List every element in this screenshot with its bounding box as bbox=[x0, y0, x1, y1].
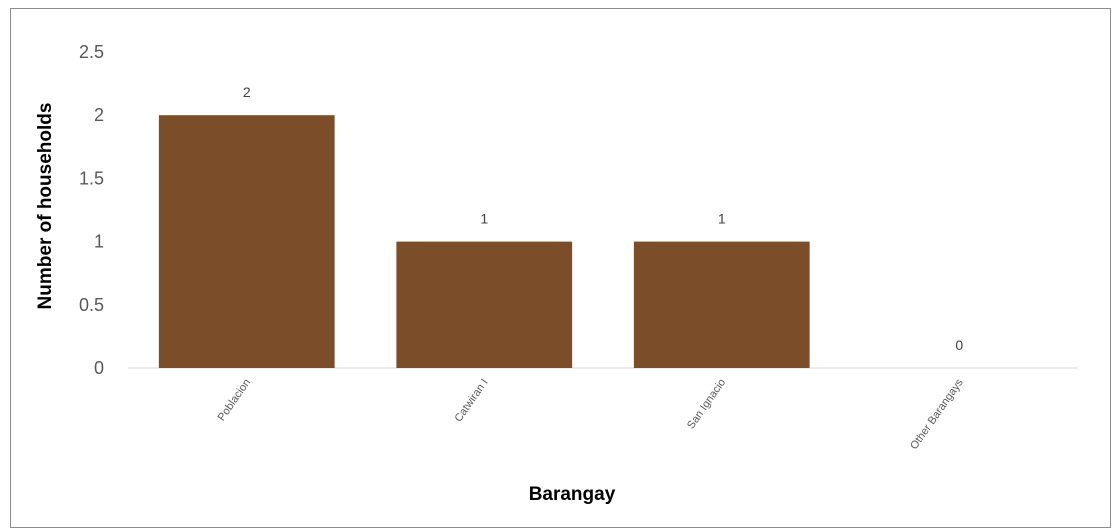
bar bbox=[633, 241, 810, 368]
data-label: 0 bbox=[955, 337, 963, 353]
category-label: Other Barangays bbox=[908, 376, 966, 451]
y-tick-label: 2.5 bbox=[79, 42, 104, 62]
data-label: 1 bbox=[718, 211, 726, 227]
data-label: 1 bbox=[480, 211, 488, 227]
category-label: Catwiran I bbox=[452, 377, 490, 424]
bar bbox=[158, 115, 335, 368]
bar bbox=[396, 241, 573, 368]
bars bbox=[158, 115, 810, 368]
y-tick-label: 0.5 bbox=[79, 295, 104, 315]
x-axis-title: Barangay bbox=[529, 484, 616, 505]
y-axis-title: Number of households bbox=[35, 103, 56, 310]
data-label: 2 bbox=[243, 84, 251, 100]
y-tick-label: 1 bbox=[94, 232, 104, 252]
data-labels: 2 1 1 0 bbox=[243, 84, 964, 353]
x-axis-category-labels: Poblacion Catwiran I San Ignacio Other Bara… bbox=[216, 376, 966, 451]
category-label: Poblacion bbox=[216, 377, 254, 423]
y-tick-label: 2 bbox=[94, 105, 104, 125]
category-label: San Ignacio bbox=[685, 377, 728, 431]
y-tick-label: 0 bbox=[94, 358, 104, 378]
y-tick-label: 1.5 bbox=[79, 168, 104, 188]
y-axis-ticks: 0 0.5 1 1.5 2 2.5 bbox=[79, 42, 104, 378]
bar-chart: 0 0.5 1 1.5 2 2.5 2 1 1 0 Poblacion Catwiran I San… bbox=[35, 42, 1078, 505]
